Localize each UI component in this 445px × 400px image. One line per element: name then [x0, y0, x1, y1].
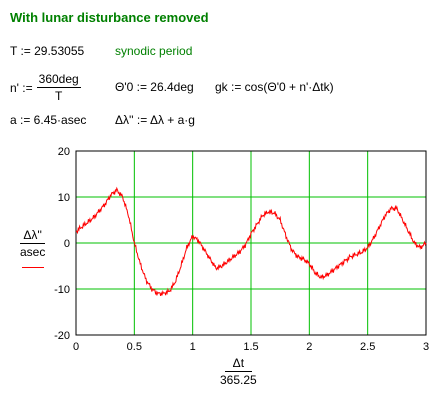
mean-motion-lhs: n' := — [10, 80, 33, 95]
x-axis-label: Δt 365.25 — [220, 356, 257, 387]
mean-motion-numerator: 360deg — [36, 72, 81, 88]
x-axis-label-numerator: Δt — [224, 356, 253, 372]
period-comment: synodic period — [115, 44, 193, 58]
period-definition: T := 29.53055 — [10, 44, 85, 58]
theta-definition: Θ'0 := 26.4deg — [115, 80, 194, 94]
x-axis-label-denominator: 365.25 — [220, 373, 257, 387]
delta-lambda-definition: Δλ'' := Δλ + a·g — [115, 113, 195, 127]
mean-motion-fraction: 360deg T — [36, 72, 81, 103]
y-tick-label: -20 — [54, 330, 70, 342]
y-tick-label: 20 — [58, 146, 70, 158]
y-tick-label: -10 — [54, 284, 70, 296]
y-axis-label-denominator: asec — [20, 245, 46, 259]
x-tick-label: 3 — [423, 341, 429, 353]
x-tick-label: 2 — [306, 341, 312, 353]
series-line — [75, 186, 427, 297]
y-tick-label: 10 — [58, 192, 70, 204]
page-title: With lunar disturbance removed — [10, 10, 209, 25]
a-definition: a := 6.45·asec — [10, 113, 87, 127]
y-tick-label: 0 — [64, 238, 70, 250]
g-definition: gk := cos(Θ'0 + n'·Δtk) — [215, 80, 334, 94]
x-tick-label: 1 — [190, 341, 196, 353]
x-tick-label: 0 — [73, 341, 79, 353]
y-axis-label: Δλ'' asec — [20, 228, 45, 268]
x-tick-label: 2.5 — [360, 341, 375, 353]
y-axis-label-numerator: Δλ'' — [20, 228, 45, 244]
mean-motion-definition: n' := 360deg T — [10, 72, 81, 103]
y-axis-legend-line — [21, 267, 44, 268]
mean-motion-denominator: T — [54, 89, 63, 103]
x-tick-label: 1.5 — [243, 341, 258, 353]
x-tick-label: 0.5 — [127, 341, 142, 353]
